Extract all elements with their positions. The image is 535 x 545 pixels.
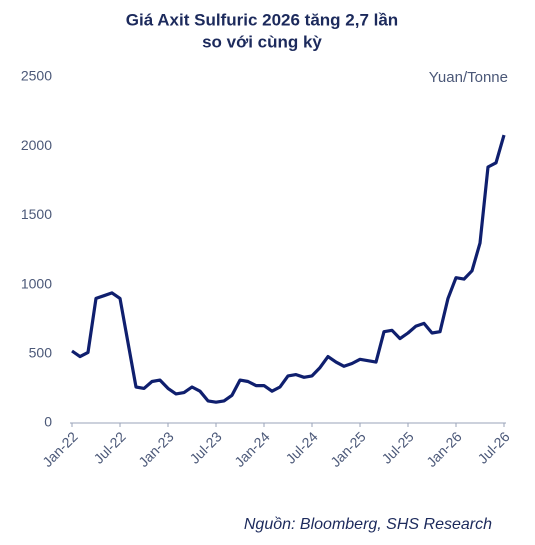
x-tick-label: Jan-22 [39,428,81,470]
x-tick-label: Jan-26 [423,428,465,470]
line [71,134,506,404]
y-tick-label: 0 [44,414,52,430]
y-tick-label: 2000 [21,137,52,153]
x-tick-label: Jul-23 [186,428,224,466]
x-tick-label: Jan-24 [231,428,273,470]
unit-label: Yuan/Tonne [429,69,508,86]
source: Nguồn: Bloomberg, SHS Research [244,516,492,533]
y-tick-label: 2500 [21,68,52,84]
x-tick-label: Jul-22 [90,428,128,466]
y-tick-label: 1500 [21,206,52,222]
y-tick-label: 1000 [21,275,52,291]
x-tick-label: Jul-26 [474,428,512,466]
x-tick-label: Jul-24 [282,428,320,466]
chart-title: so với cùng kỳ [202,32,322,51]
x-tick-label: Jan-25 [327,428,369,470]
y-tick-label: 500 [29,345,53,361]
x-tick-label: Jul-25 [378,428,416,466]
x-tick-label: Jan-23 [135,428,177,470]
chart-title: Giá Axit Sulfuric 2026 tăng 2,7 lần [126,10,398,29]
